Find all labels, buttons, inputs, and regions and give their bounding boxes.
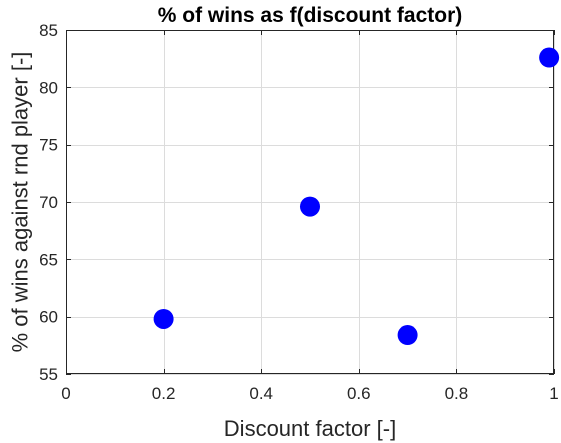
data-point <box>539 47 560 68</box>
data-point <box>153 308 174 329</box>
x-tick-label: 0.6 <box>347 384 371 403</box>
x-tick-label: 0.8 <box>445 384 469 403</box>
y-tick-label: 75 <box>39 136 58 155</box>
y-tick-label: 85 <box>39 21 58 40</box>
data-points <box>153 47 560 346</box>
y-tick-label: 60 <box>39 308 58 327</box>
x-tick-label: 0.2 <box>152 384 176 403</box>
data-point <box>300 196 320 217</box>
chart-title: % of wins as f(discount factor) <box>158 4 463 27</box>
y-axis-title: % of wins against rnd player [-] <box>8 52 33 353</box>
y-axis-ticks: 55 60 65 70 75 80 85 <box>39 21 554 384</box>
x-tick-label: 1 <box>549 384 558 403</box>
x-axis-title: Discount factor [-] <box>224 416 396 441</box>
x-tick-label: 0.4 <box>249 384 273 403</box>
y-tick-label: 55 <box>39 365 58 384</box>
data-point <box>397 325 418 346</box>
x-axis-ticks: 0 0.2 0.4 0.6 0.8 1 <box>61 30 559 403</box>
x-tick-label: 0 <box>61 384 70 403</box>
y-tick-label: 65 <box>39 250 58 269</box>
y-tick-label: 80 <box>39 78 58 97</box>
y-tick-label: 70 <box>39 193 58 212</box>
